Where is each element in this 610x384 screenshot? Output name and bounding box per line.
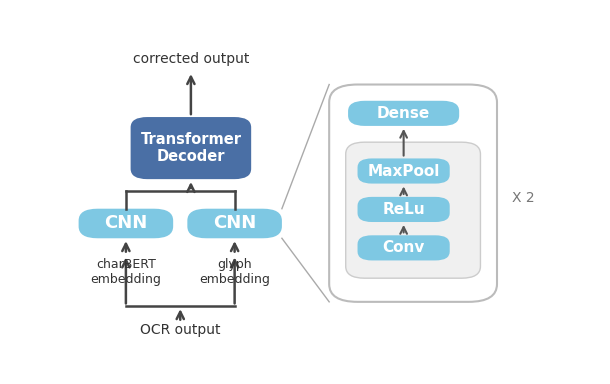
FancyBboxPatch shape — [131, 117, 251, 179]
Text: charBERT
embedding: charBERT embedding — [90, 258, 161, 286]
FancyBboxPatch shape — [357, 197, 450, 222]
Text: ReLu: ReLu — [382, 202, 425, 217]
FancyBboxPatch shape — [357, 159, 450, 184]
Text: glyph
embedding: glyph embedding — [199, 258, 270, 286]
Text: CNN: CNN — [104, 215, 148, 232]
Text: MaxPool: MaxPool — [367, 164, 440, 179]
Text: Dense: Dense — [377, 106, 430, 121]
FancyBboxPatch shape — [79, 209, 173, 238]
Text: OCR output: OCR output — [140, 323, 220, 337]
FancyBboxPatch shape — [346, 142, 481, 278]
FancyBboxPatch shape — [348, 101, 459, 126]
FancyBboxPatch shape — [187, 209, 282, 238]
Text: Transformer
Decoder: Transformer Decoder — [140, 132, 242, 164]
FancyBboxPatch shape — [329, 84, 497, 302]
Text: CNN: CNN — [213, 215, 256, 232]
Text: corrected output: corrected output — [133, 52, 249, 66]
Text: X 2: X 2 — [512, 191, 534, 205]
Text: Conv: Conv — [382, 240, 425, 255]
FancyBboxPatch shape — [357, 235, 450, 260]
